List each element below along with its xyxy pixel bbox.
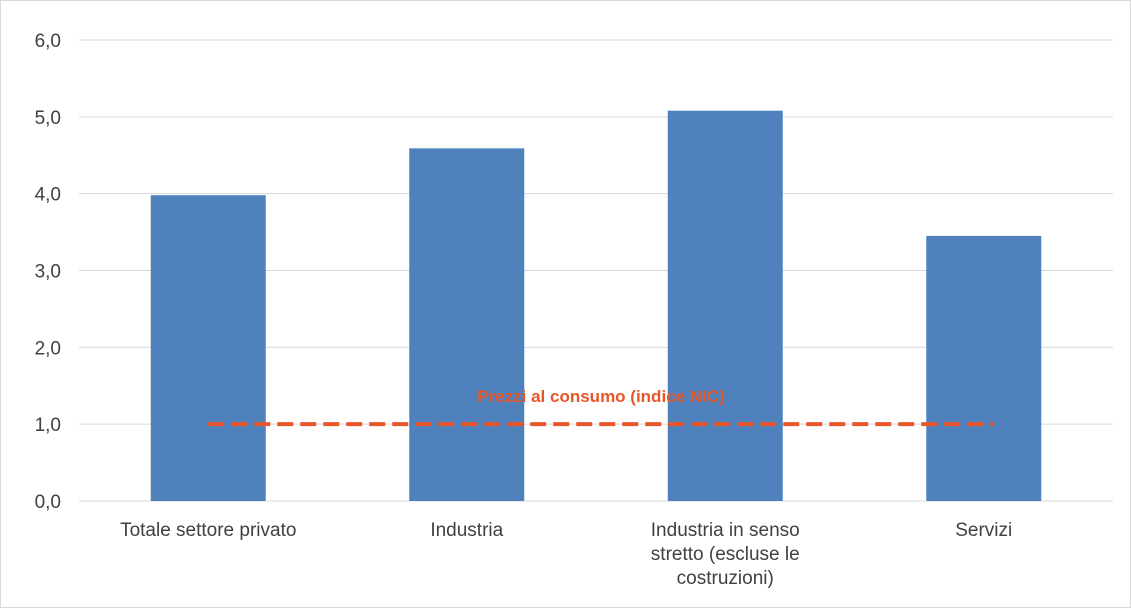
bar[interactable] (409, 148, 525, 501)
y-tick-label: 6,0 (35, 31, 61, 52)
x-category-label: Industria in senso (651, 520, 800, 541)
x-category-label: costruzioni) (677, 568, 774, 589)
y-tick-label: 5,0 (35, 108, 61, 129)
y-tick-label: 3,0 (35, 262, 61, 283)
x-category-label: stretto (escluse le (651, 544, 800, 565)
y-tick-label: 0,0 (35, 492, 61, 513)
x-category-label: Industria (430, 520, 503, 541)
bar[interactable] (667, 110, 783, 501)
reference-line-label: Prezzi al consumo (indice NIC) (477, 387, 725, 406)
x-category-label: Totale settore privato (120, 520, 296, 541)
y-tick-label: 2,0 (35, 338, 61, 359)
bar[interactable] (926, 235, 1042, 502)
y-tick-label: 1,0 (35, 415, 61, 436)
x-category-label: Servizi (955, 520, 1012, 541)
bar[interactable] (150, 195, 266, 501)
y-tick-label: 4,0 (35, 185, 61, 206)
